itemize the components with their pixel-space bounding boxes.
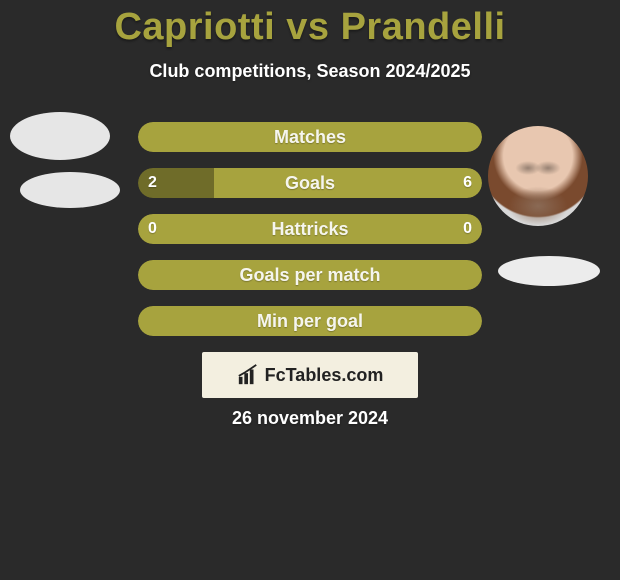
- stat-row: Min per goal: [138, 306, 482, 336]
- player2-name: Prandelli: [341, 6, 506, 48]
- player2-avatar: [488, 126, 588, 226]
- player1-avatar-ellipse-bottom: [20, 172, 120, 208]
- stat-value-left: 2: [148, 168, 157, 198]
- stat-row: Matches: [138, 122, 482, 152]
- page-title: Capriotti vs Prandelli: [0, 0, 620, 49]
- stat-label: Min per goal: [138, 306, 482, 336]
- attribution-text: FcTables.com: [265, 365, 384, 386]
- stat-row: Hattricks0 0: [138, 214, 482, 244]
- comparison-bars: Matches Goals2 6 Hattricks0 0 Goals per match…: [138, 122, 482, 352]
- stat-value-right: 0: [463, 214, 472, 244]
- stat-label: Hattricks: [138, 214, 482, 244]
- stat-value-left: 0: [148, 214, 157, 244]
- player2-shadow-ellipse: [498, 256, 600, 286]
- bars-icon: [237, 364, 259, 386]
- stat-label: Matches: [138, 122, 482, 152]
- stat-label: Goals: [138, 168, 482, 198]
- stat-row: Goals2 6: [138, 168, 482, 198]
- stat-label: Goals per match: [138, 260, 482, 290]
- player1-name: Capriotti: [114, 6, 275, 48]
- player1-avatar-ellipse-top: [10, 112, 110, 160]
- vs-text: vs: [286, 6, 329, 48]
- attribution-logo: FcTables.com: [202, 352, 418, 398]
- footer-date: 26 november 2024: [0, 408, 620, 429]
- comparison-card: Capriotti vs Prandelli Club competitions…: [0, 0, 620, 580]
- stat-row: Goals per match: [138, 260, 482, 290]
- stat-value-right: 6: [463, 168, 472, 198]
- subtitle: Club competitions, Season 2024/2025: [0, 61, 620, 82]
